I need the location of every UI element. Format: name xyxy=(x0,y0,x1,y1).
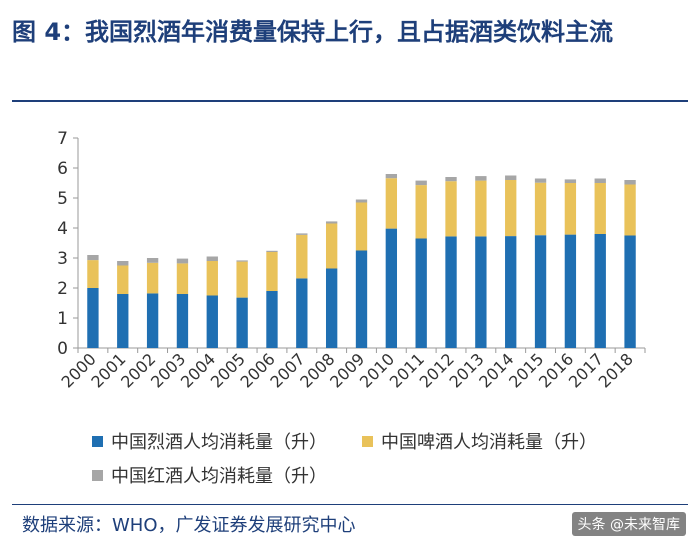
bar-2000-series-0 xyxy=(87,288,99,348)
y-tick-label: 6 xyxy=(57,159,68,179)
bar-2008-series-0 xyxy=(325,268,338,348)
bar-2012-series-1 xyxy=(445,181,457,237)
bar-2004-series-2 xyxy=(206,256,218,261)
legend-item-wine: 中国红酒人均消耗量（升） xyxy=(92,462,327,488)
bar-2001-series-0 xyxy=(117,294,129,348)
bar-2015-series-0 xyxy=(534,235,547,348)
legend-swatch-wine xyxy=(92,469,103,481)
legend-swatch-spirits xyxy=(92,435,103,447)
y-tick-label: 2 xyxy=(57,279,68,299)
bar-2014-series-0 xyxy=(505,236,517,348)
bar-2012-series-0 xyxy=(445,236,457,348)
title-divider xyxy=(12,100,688,102)
bar-2012-series-2 xyxy=(445,177,457,182)
bar-2005-series-1 xyxy=(236,261,248,298)
bar-2001-series-2 xyxy=(117,261,129,266)
y-tick-label: 3 xyxy=(57,249,68,269)
bar-2011-series-0 xyxy=(415,238,427,348)
bar-2010-series-1 xyxy=(385,178,398,229)
legend-item-beer: 中国啤酒人均消耗量（升） xyxy=(362,428,597,454)
bar-2009-series-1 xyxy=(355,202,368,251)
bar-2006-series-2 xyxy=(266,250,278,252)
bar-2008-series-2 xyxy=(325,221,338,224)
bar-2007-series-0 xyxy=(296,278,308,348)
bar-2001-series-1 xyxy=(117,265,129,294)
legend-swatch-beer xyxy=(362,435,373,447)
bar-2006-series-0 xyxy=(266,291,278,348)
source-divider xyxy=(12,504,688,505)
bar-2009-series-0 xyxy=(355,250,368,348)
legend-item-spirits: 中国烈酒人均消耗量（升） xyxy=(92,428,327,454)
bar-2018-series-1 xyxy=(624,184,636,236)
x-tick-label-2018: 2018 xyxy=(595,349,637,391)
bar-2003-series-1 xyxy=(176,263,189,294)
bar-2017-series-0 xyxy=(594,234,606,348)
bar-2006-series-1 xyxy=(266,252,278,291)
source-note: 数据来源：WHO，广发证券发展研究中心 xyxy=(22,515,356,536)
stacked-bar-chart: 0123456720002001200220032004200520062007… xyxy=(57,129,646,392)
y-tick-label: 0 xyxy=(57,339,68,359)
y-tick-label: 5 xyxy=(57,189,68,209)
bar-2013-series-1 xyxy=(475,180,487,237)
bar-2010-series-0 xyxy=(385,228,398,348)
y-tick-label: 7 xyxy=(57,129,68,149)
y-tick-label: 4 xyxy=(57,219,68,239)
bar-2004-series-1 xyxy=(206,261,218,296)
bar-2016-series-0 xyxy=(564,234,577,348)
legend-label-beer: 中国啤酒人均消耗量（升） xyxy=(381,432,597,453)
bar-2002-series-0 xyxy=(146,293,159,348)
bar-2002-series-2 xyxy=(146,258,159,263)
bar-2000-series-1 xyxy=(87,260,99,288)
bar-2015-series-2 xyxy=(534,178,547,183)
bar-2017-series-2 xyxy=(594,178,606,183)
bar-2003-series-0 xyxy=(176,294,189,348)
bar-2002-series-1 xyxy=(146,262,159,294)
bar-2005-series-0 xyxy=(236,297,248,348)
bar-2013-series-0 xyxy=(475,236,487,348)
bar-2008-series-1 xyxy=(325,223,338,269)
bar-2016-series-1 xyxy=(564,183,577,235)
bar-2011-series-1 xyxy=(415,185,427,239)
bar-2009-series-2 xyxy=(355,199,368,203)
bar-2004-series-0 xyxy=(206,295,218,348)
watermark: 头条 @未来智库 xyxy=(571,512,686,536)
bar-2018-series-0 xyxy=(624,235,636,348)
bar-2016-series-2 xyxy=(564,179,577,183)
legend-label-spirits: 中国烈酒人均消耗量（升） xyxy=(111,432,327,453)
bar-2014-series-2 xyxy=(505,175,517,180)
legend-label-wine: 中国红酒人均消耗量（升） xyxy=(111,466,327,487)
bar-2007-series-2 xyxy=(296,233,308,235)
bar-2013-series-2 xyxy=(475,176,487,181)
bar-2007-series-1 xyxy=(296,234,308,279)
page-title: 图 4：我国烈酒年消费量保持上行，且占据酒类饮料主流 xyxy=(12,18,614,46)
bar-2015-series-1 xyxy=(534,182,547,236)
bar-2011-series-2 xyxy=(415,180,427,186)
bar-2014-series-1 xyxy=(505,180,517,237)
bar-2005-series-2 xyxy=(236,260,248,262)
bar-2018-series-2 xyxy=(624,180,636,185)
y-tick-label: 1 xyxy=(57,309,68,329)
bar-2010-series-2 xyxy=(385,174,398,179)
bar-2003-series-2 xyxy=(176,258,189,264)
bar-2000-series-2 xyxy=(87,255,99,261)
bar-2017-series-1 xyxy=(594,183,606,234)
